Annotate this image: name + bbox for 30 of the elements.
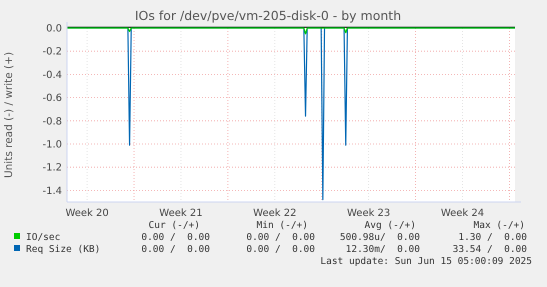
y-tick-label: -1.0 [42,140,62,150]
text: Min (-/+) [256,220,308,231]
text: 12.30m/ 0.00 [346,244,420,255]
y-tick-label: -1.4 [42,186,62,197]
y-tick-label: -0.2 [42,46,62,58]
y-tick-label: -1.2 [42,162,62,174]
y-tick-label: 0.0 [46,24,62,34]
text: 33.54 / 0.00 [452,244,528,255]
x-tick-label: Week 20 [65,208,109,219]
x-tick-label: Week 22 [253,208,296,219]
text: Max (-/+) [474,220,525,231]
legend-label: IO/sec [26,232,60,243]
text: 1.30 / 0.00 [458,232,528,243]
text: 500.98u/ 0.00 [340,232,420,243]
legend-label: Req Size (KB) [26,244,100,255]
y-tick-label: -0.4 [42,70,62,81]
text: 0.00 / 0.00 [141,244,210,255]
chart-title: IOs for /dev/pve/vm-205-disk-0 - by month [134,8,402,23]
text: 0.00 / 0.00 [246,244,316,255]
text: 0.00 / 0.00 [246,232,316,243]
text: 0.00 / 0.00 [141,232,210,243]
y-axis-title: Units read (-) / write (+) [3,52,15,178]
text: Last update: Sun Jun 15 05:00:09 2025 [320,256,532,267]
x-tick-label: Week 21 [159,208,203,219]
text: Avg (-/+) [364,220,416,231]
y-tick-label: -0.8 [42,116,62,128]
text: Cur (-/+) [148,220,200,231]
y-tick-label: -0.6 [42,93,62,104]
x-tick-label: Week 24 [440,208,484,219]
x-tick-label: Week 23 [346,208,390,219]
